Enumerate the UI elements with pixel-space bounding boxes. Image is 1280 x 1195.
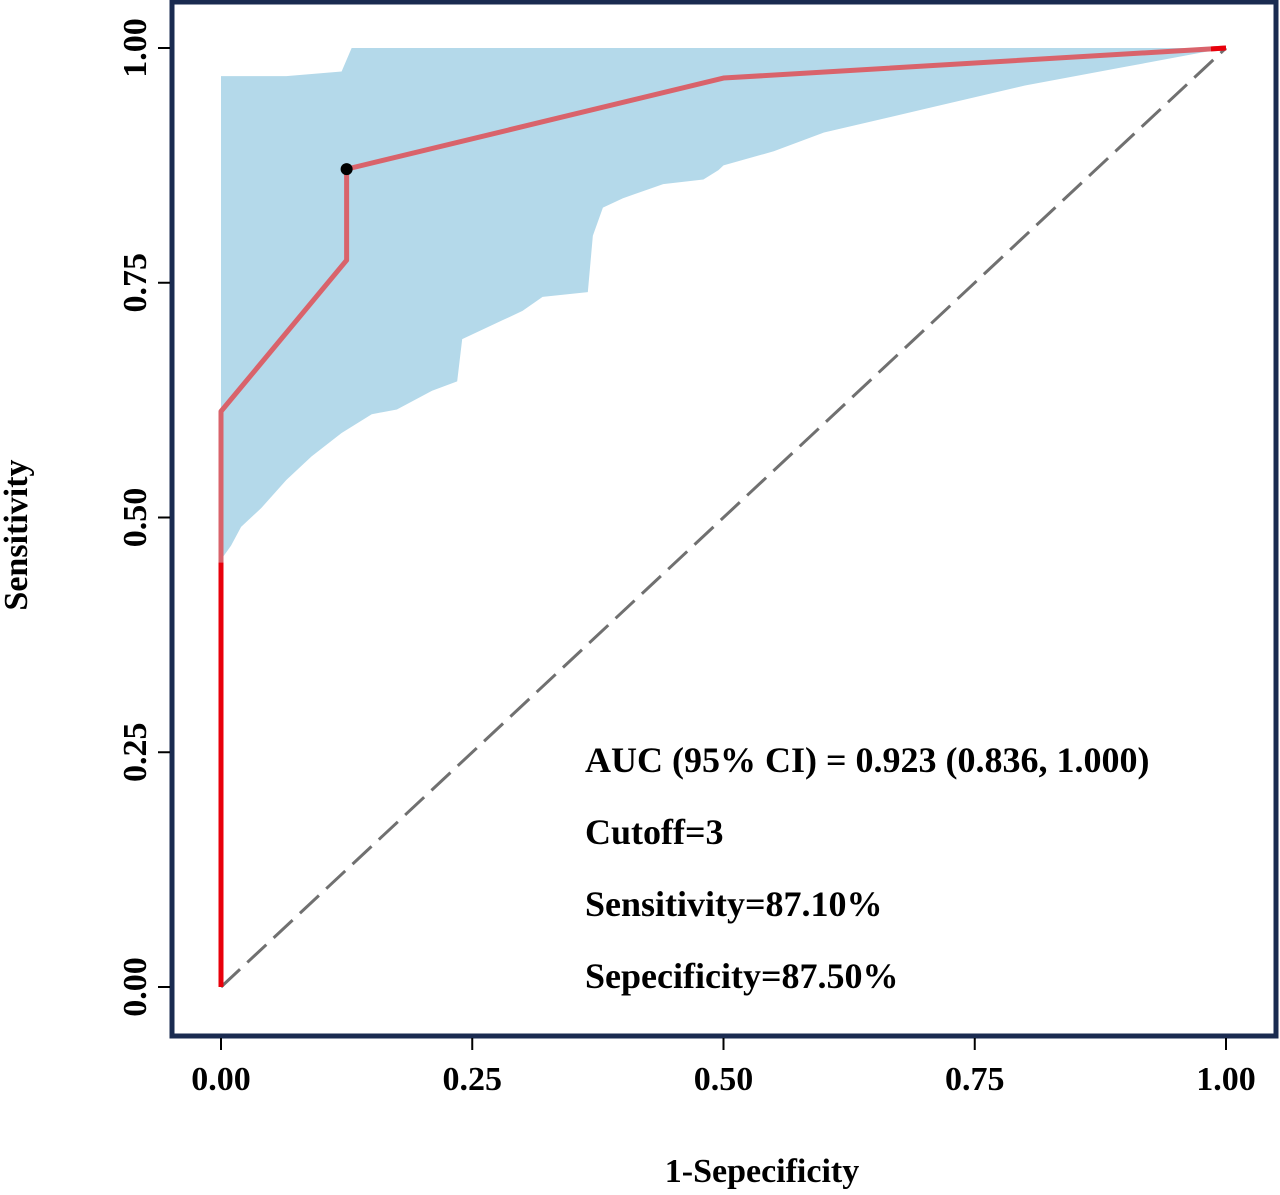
x-tick-label: 0.00 — [191, 1061, 251, 1098]
x-axis: 0.00 0.25 0.50 0.75 1.00 — [191, 1038, 1256, 1098]
y-axis-title: Sensitivity — [0, 459, 35, 610]
y-tick-label: 0.25 — [117, 723, 154, 783]
curve-layer — [218, 45, 1228, 989]
y-tick-label: 0.75 — [117, 253, 154, 313]
x-tick-label: 0.50 — [694, 1061, 754, 1098]
x-tick-label: 1.00 — [1196, 1061, 1256, 1098]
reference-diagonal-line — [219, 46, 1228, 989]
roc-curve-end-segment — [1210, 45, 1227, 52]
cutoff-annotation: Cutoff=3 — [585, 812, 724, 852]
x-tick-label: 0.25 — [443, 1061, 503, 1098]
y-axis: 0.00 0.25 0.50 0.75 1.00 — [117, 18, 170, 1017]
x-tick-label: 0.75 — [945, 1061, 1005, 1098]
x-axis-title: 1-Sepecificity — [665, 1153, 860, 1190]
y-tick-label: 0.00 — [117, 957, 154, 1017]
confidence-band-layer — [221, 48, 1226, 560]
sensitivity-annotation: Sensitivity=87.10% — [585, 884, 883, 924]
specificity-annotation: Sepecificity=87.50% — [585, 956, 898, 996]
optimal-cutoff-point — [340, 163, 353, 176]
y-tick-label: 0.50 — [117, 488, 154, 548]
auc-annotation: AUC (95% CI) = 0.923 (0.836, 1.000) — [585, 740, 1149, 780]
y-tick-label: 1.00 — [117, 18, 154, 78]
confidence-band — [221, 48, 1226, 560]
